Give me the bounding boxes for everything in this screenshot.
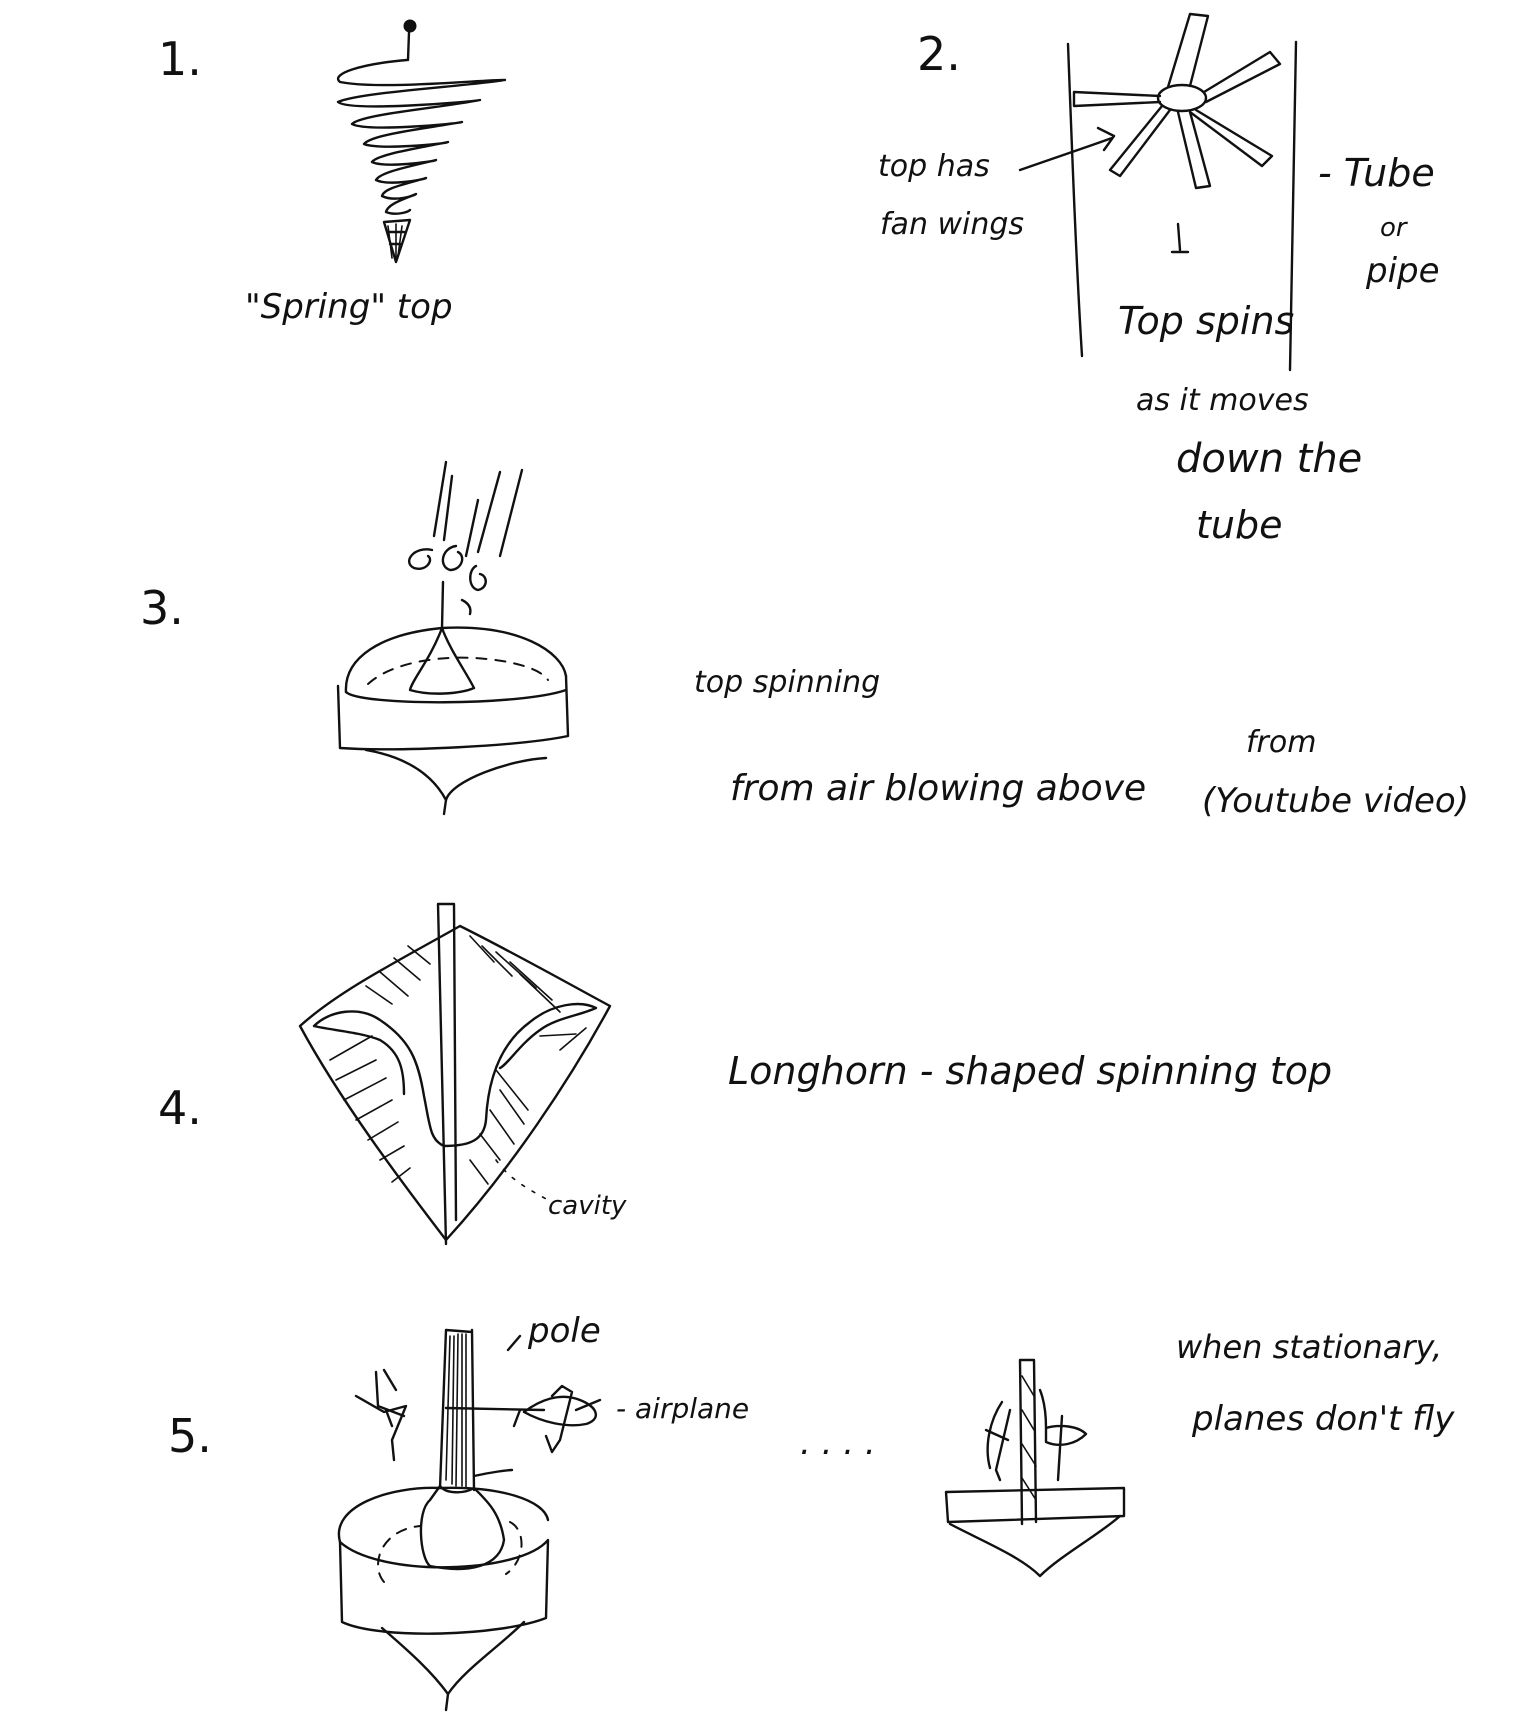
airplane-right-rod	[472, 1468, 514, 1478]
motion-label-line-3: down the	[1176, 436, 1362, 482]
air-stream-lines	[432, 460, 524, 558]
pole-label-tick	[506, 1334, 522, 1352]
longhorn-top-drawing	[298, 902, 612, 1246]
sketch-3-caption-line-2: from air blowing above	[730, 768, 1146, 809]
sketch-1-caption: "Spring" top	[245, 287, 453, 327]
sketch-2-number: 2.	[917, 27, 961, 81]
fan-blades	[1072, 12, 1282, 190]
air-top-cone	[364, 748, 548, 802]
air-top-center-bump	[408, 626, 476, 695]
stationary-pole	[1018, 1358, 1038, 1526]
tube-label-line-2: or	[1380, 213, 1409, 243]
air-top-tip	[442, 798, 448, 816]
stationary-pole-top-drawing	[944, 1358, 1126, 1578]
air-top-body-sides	[336, 674, 570, 751]
tube-label-line-1: - Tube	[1318, 151, 1435, 195]
down-arrow	[1170, 222, 1190, 254]
sketch-5-caption-line-2: planes don't fly	[1191, 1399, 1455, 1439]
sketch-2: 2. top has fan wings - Tube or pipe Top …	[878, 12, 1440, 547]
sketch-5-caption-line-1: when stationary,	[1176, 1328, 1442, 1366]
stationary-pole-stripes	[1021, 1375, 1037, 1501]
sketch-3: 3. top spinning from air blowing above f…	[140, 460, 1469, 821]
spring-top-knob	[403, 19, 417, 33]
fan-hub	[1156, 83, 1208, 113]
sketch-3-caption-line-1: top spinning	[694, 665, 880, 700]
cavity-label: cavity	[548, 1191, 627, 1221]
wings-label-line-1: top has	[878, 149, 990, 184]
longhorn-body-outline	[298, 924, 612, 1242]
air-blown-top-drawing	[336, 460, 570, 816]
sketch-4-number: 4.	[158, 1081, 202, 1135]
tube-left-wall	[1066, 42, 1084, 358]
tube-drawing	[1018, 12, 1298, 372]
air-top-spindle	[440, 580, 445, 630]
longhorn-hatching	[329, 935, 587, 1185]
spinning-pole-top-drawing	[337, 1328, 602, 1712]
wings-pointer-arrow	[1018, 126, 1116, 172]
stationary-airplane-right	[1038, 1388, 1088, 1482]
sketch-5: 5. pole - airplane . . . . whe	[168, 1311, 1455, 1712]
spring-top-tip-hatch	[387, 223, 403, 261]
pole-label: pole	[527, 1311, 601, 1351]
air-swirls	[408, 544, 487, 616]
pole-top-rim-back	[337, 1486, 550, 1544]
pole-top-body	[338, 1538, 550, 1635]
spring-coil	[336, 58, 507, 215]
pole-top-tip	[444, 1692, 450, 1712]
sketch-1-number: 1.	[158, 32, 202, 86]
pole-outline	[438, 1328, 476, 1492]
airplane-label: - airplane	[616, 1392, 749, 1425]
air-top-inner-dashed-ring	[367, 656, 549, 685]
stationary-top-body	[944, 1486, 1126, 1524]
pole-top-inner-dashed-ring	[377, 1521, 523, 1583]
stationary-airplane-left	[984, 1400, 1012, 1482]
stationary-top-cone	[948, 1514, 1122, 1578]
longhorn-shaft	[436, 902, 458, 1246]
motion-label-line-2: as it moves	[1136, 383, 1309, 418]
motion-label-line-4: tube	[1196, 503, 1282, 547]
spring-top-stem	[406, 30, 411, 62]
sketch-3-caption-line-4: (Youtube video)	[1202, 781, 1469, 821]
longhorn-horn-cavity	[312, 1002, 598, 1148]
airplane-left	[354, 1368, 408, 1462]
ellipsis: . . . .	[800, 1423, 876, 1463]
tube-label-line-3: pipe	[1365, 251, 1440, 291]
sketch-1: 1. "Spring" top	[158, 19, 507, 327]
cavity-pointer	[495, 1159, 549, 1201]
wings-label-line-2: fan wings	[880, 207, 1024, 242]
pole-shading	[445, 1333, 467, 1489]
sketch-3-number: 3.	[140, 581, 184, 635]
spring-top-drawing	[336, 19, 507, 264]
airplane-right	[512, 1384, 602, 1454]
sketch-3-caption-line-3: from	[1246, 725, 1316, 760]
motion-label-line-1: Top spins	[1118, 299, 1294, 343]
pole-top-center-bump	[419, 1484, 506, 1571]
tube-right-wall	[1288, 40, 1298, 372]
sketch-5-number: 5.	[168, 1409, 212, 1463]
sketch-4: 4. Longhorn - shaped spinning top cavity	[158, 902, 1332, 1246]
air-top-rim-front	[344, 688, 568, 704]
sketch-4-caption: Longhorn - shaped spinning top	[728, 1049, 1332, 1093]
air-top-rim-back	[344, 626, 568, 694]
